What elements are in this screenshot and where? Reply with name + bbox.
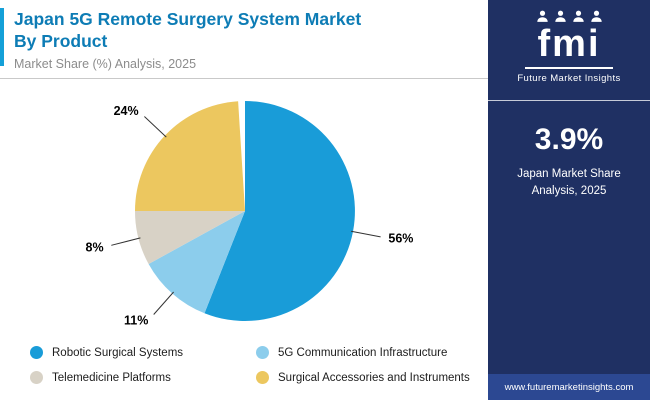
logo-text: fmi [537,23,601,65]
fmi-logo: fmi Future Market Insights [488,0,650,84]
legend-swatch-icon [256,346,269,359]
website-link[interactable]: www.futuremarketinsights.com [488,374,650,400]
page-subtitle: Market Share (%) Analysis, 2025 [14,56,197,71]
leader-line-3 [144,116,167,138]
legend-label: Telemedicine Platforms [52,371,171,384]
header: Japan 5G Remote Surgery System Market By… [0,0,488,71]
legend-swatch-icon [30,371,43,384]
page-title-line1: Japan 5G Remote Surgery System Market [14,9,362,29]
person-icon [554,10,567,25]
legend-label: 5G Communication Infrastructure [278,346,448,359]
person-icon [590,10,603,25]
pie-value-label-0: 56% [388,231,413,245]
legend-swatch-icon [256,371,269,384]
market-share-value: 3.9% [534,122,604,156]
leader-line-0 [351,230,381,238]
header-divider [0,78,488,79]
logo-subtext: Future Market Insights [517,72,621,84]
pie-chart-svg: 56% 11% 8% 24% [86,101,413,328]
pie-slice-0 [204,101,355,321]
brand-sidebar: fmi Future Market Insights 3.9% Japan Ma… [488,0,650,400]
legend-swatch-icon [30,346,43,359]
page-title: Japan 5G Remote Surgery System Market By… [14,9,474,53]
logo-underline [525,66,613,69]
legend-item-0: Robotic Surgical Systems [30,346,248,359]
pie-value-label-3: 24% [114,104,139,118]
pie-value-label-1: 11% [124,314,148,328]
legend-item-3: Surgical Accessories and Instruments [256,371,482,384]
page-title-line2: By Product [14,30,108,51]
pie-value-label-2: 8% [86,240,104,254]
pie-slice-1 [148,211,245,314]
logo-icons-row [488,10,650,25]
stat-divider [488,99,650,101]
legend-label: Robotic Surgical Systems [52,346,184,359]
chart-legend: Robotic Surgical Systems 5G Communication… [30,346,482,384]
pie-slice-3 [135,101,245,211]
legend-item-2: Telemedicine Platforms [30,371,248,384]
leader-line-2 [111,237,141,246]
pie-slice-2 [135,211,245,264]
person-icon [536,10,549,25]
header-accent-bar [0,8,4,66]
market-share-label: Japan Market Share Analysis, 2025 [517,167,621,198]
legend-label: Surgical Accessories and Instruments [278,371,470,384]
person-icon [572,10,585,25]
legend-item-1: 5G Communication Infrastructure [256,346,482,359]
leader-line-1 [153,291,174,315]
pie-chart: 56% 11% 8% 24% [0,84,488,342]
